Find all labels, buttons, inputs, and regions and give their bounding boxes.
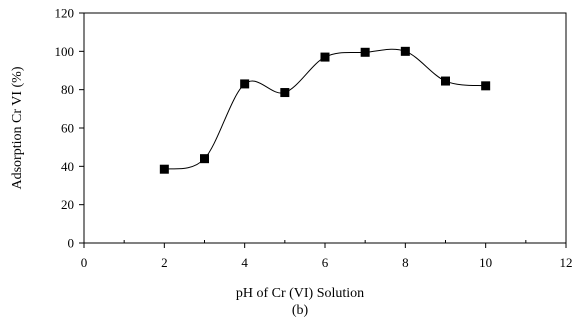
x-tick-label: 12 (560, 255, 573, 270)
data-point-marker (320, 52, 330, 62)
x-tick-label: 2 (161, 255, 168, 270)
axes (83, 12, 567, 244)
x-tick-label: 4 (241, 255, 248, 270)
data-point-marker (481, 81, 491, 91)
y-tick-label: 100 (55, 44, 75, 59)
data-point-marker (280, 88, 290, 98)
y-tick-label: 0 (68, 236, 75, 251)
data-point-marker (159, 164, 169, 174)
x-tick-label: 10 (479, 255, 492, 270)
data-point-marker (200, 154, 209, 164)
data-point-marker (400, 46, 410, 56)
figure-caption: (b) (292, 303, 309, 318)
data-point-marker (441, 76, 450, 86)
series-line (164, 48, 486, 170)
data-point-marker (360, 47, 370, 57)
x-tick-label: 0 (81, 255, 88, 270)
x-tick-label: 6 (322, 255, 329, 270)
curve-layer (164, 48, 486, 170)
data-point-marker (240, 79, 250, 89)
ticks: 0 20 40 60 80 100 120 0 2 4 6 8 10 12 (55, 6, 573, 271)
y-tick-label: 120 (55, 6, 75, 21)
y-tick-label: 80 (61, 82, 74, 97)
plot-frame (83, 12, 567, 244)
marker-layer (159, 46, 491, 174)
y-tick-label: 20 (61, 197, 74, 212)
y-axis-title: Adsorption Cr VI (%) (10, 66, 25, 189)
x-tick-label: 8 (402, 255, 409, 270)
y-tick-label: 40 (61, 159, 74, 174)
x-axis-title: pH of Cr (VI) Solution (236, 286, 364, 301)
y-tick-label: 60 (61, 121, 74, 136)
